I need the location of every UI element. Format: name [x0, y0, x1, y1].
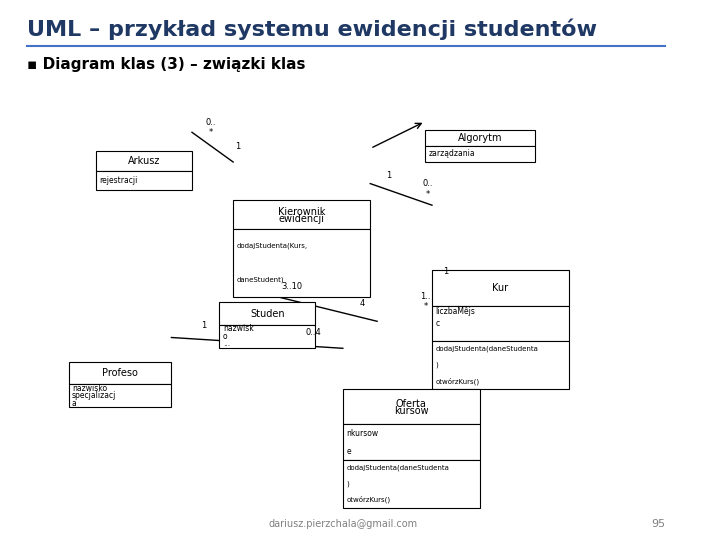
FancyBboxPatch shape — [220, 325, 315, 348]
Text: 95: 95 — [651, 519, 665, 529]
FancyBboxPatch shape — [96, 171, 192, 190]
Text: nazwisk: nazwisk — [223, 325, 253, 333]
FancyBboxPatch shape — [432, 306, 569, 341]
FancyBboxPatch shape — [432, 341, 569, 389]
Text: ): ) — [436, 362, 438, 368]
Text: Studen: Studen — [250, 309, 284, 319]
Text: Algorytm: Algorytm — [458, 133, 503, 143]
Text: ▪ Diagram klas (3) – związki klas: ▪ Diagram klas (3) – związki klas — [27, 57, 306, 72]
Text: 1: 1 — [201, 321, 206, 330]
FancyBboxPatch shape — [96, 151, 192, 171]
FancyBboxPatch shape — [425, 146, 535, 162]
Text: dodajStudenta(daneStudenta: dodajStudenta(daneStudenta — [346, 465, 449, 471]
Text: 1: 1 — [386, 171, 391, 180]
Text: Profeso: Profeso — [102, 368, 138, 378]
FancyBboxPatch shape — [343, 460, 480, 508]
Text: nkursow: nkursow — [346, 429, 379, 438]
Text: 1: 1 — [235, 142, 240, 151]
Text: 0..
*: 0.. * — [423, 179, 433, 199]
Text: daneStudent): daneStudent) — [237, 276, 284, 284]
Text: otwórzKurs(): otwórzKurs() — [346, 496, 390, 503]
FancyBboxPatch shape — [343, 389, 480, 424]
Text: kursów: kursów — [394, 406, 428, 416]
Text: dodajStudenta(daneStudenta: dodajStudenta(daneStudenta — [436, 346, 539, 353]
Text: UML – przykład systemu ewidencji studentów: UML – przykład systemu ewidencji student… — [27, 19, 598, 40]
Text: dariusz.pierzchala@gmail.com: dariusz.pierzchala@gmail.com — [269, 519, 418, 529]
Text: rejestracji: rejestracji — [99, 176, 138, 185]
FancyBboxPatch shape — [432, 270, 569, 306]
Text: 3..10: 3..10 — [282, 282, 303, 291]
Text: 0..
*: 0.. * — [206, 118, 216, 137]
FancyBboxPatch shape — [68, 362, 171, 384]
Text: liczbaMêjs: liczbaMêjs — [436, 307, 475, 316]
FancyBboxPatch shape — [233, 200, 370, 229]
Text: o: o — [223, 332, 228, 341]
Text: 1..
*: 1.. * — [420, 292, 431, 311]
Text: nazwisko: nazwisko — [72, 384, 107, 393]
Text: Kierownik: Kierownik — [278, 207, 325, 217]
Text: 0..4: 0..4 — [305, 328, 321, 338]
Text: 1: 1 — [443, 267, 448, 276]
FancyBboxPatch shape — [220, 302, 315, 325]
FancyBboxPatch shape — [68, 384, 171, 407]
Text: Oferta: Oferta — [396, 399, 427, 409]
Text: 4: 4 — [360, 299, 365, 308]
FancyBboxPatch shape — [425, 130, 535, 146]
Text: e: e — [346, 447, 351, 456]
Text: specjalizacj: specjalizacj — [72, 392, 117, 400]
Text: Arkusz: Arkusz — [128, 156, 160, 166]
Text: dodajStudenta(Kurs,: dodajStudenta(Kurs, — [237, 242, 307, 249]
Text: ewidencji: ewidencji — [279, 214, 325, 224]
Text: ): ) — [346, 481, 349, 487]
Text: otwórzKurs(): otwórzKurs() — [436, 377, 480, 384]
FancyBboxPatch shape — [233, 229, 370, 297]
Text: zarządzania: zarządzania — [428, 150, 475, 158]
Text: c: c — [436, 319, 439, 328]
Text: a: a — [72, 399, 77, 408]
FancyBboxPatch shape — [343, 424, 480, 460]
Text: ...: ... — [223, 340, 230, 348]
Text: Kur: Kur — [492, 283, 508, 293]
